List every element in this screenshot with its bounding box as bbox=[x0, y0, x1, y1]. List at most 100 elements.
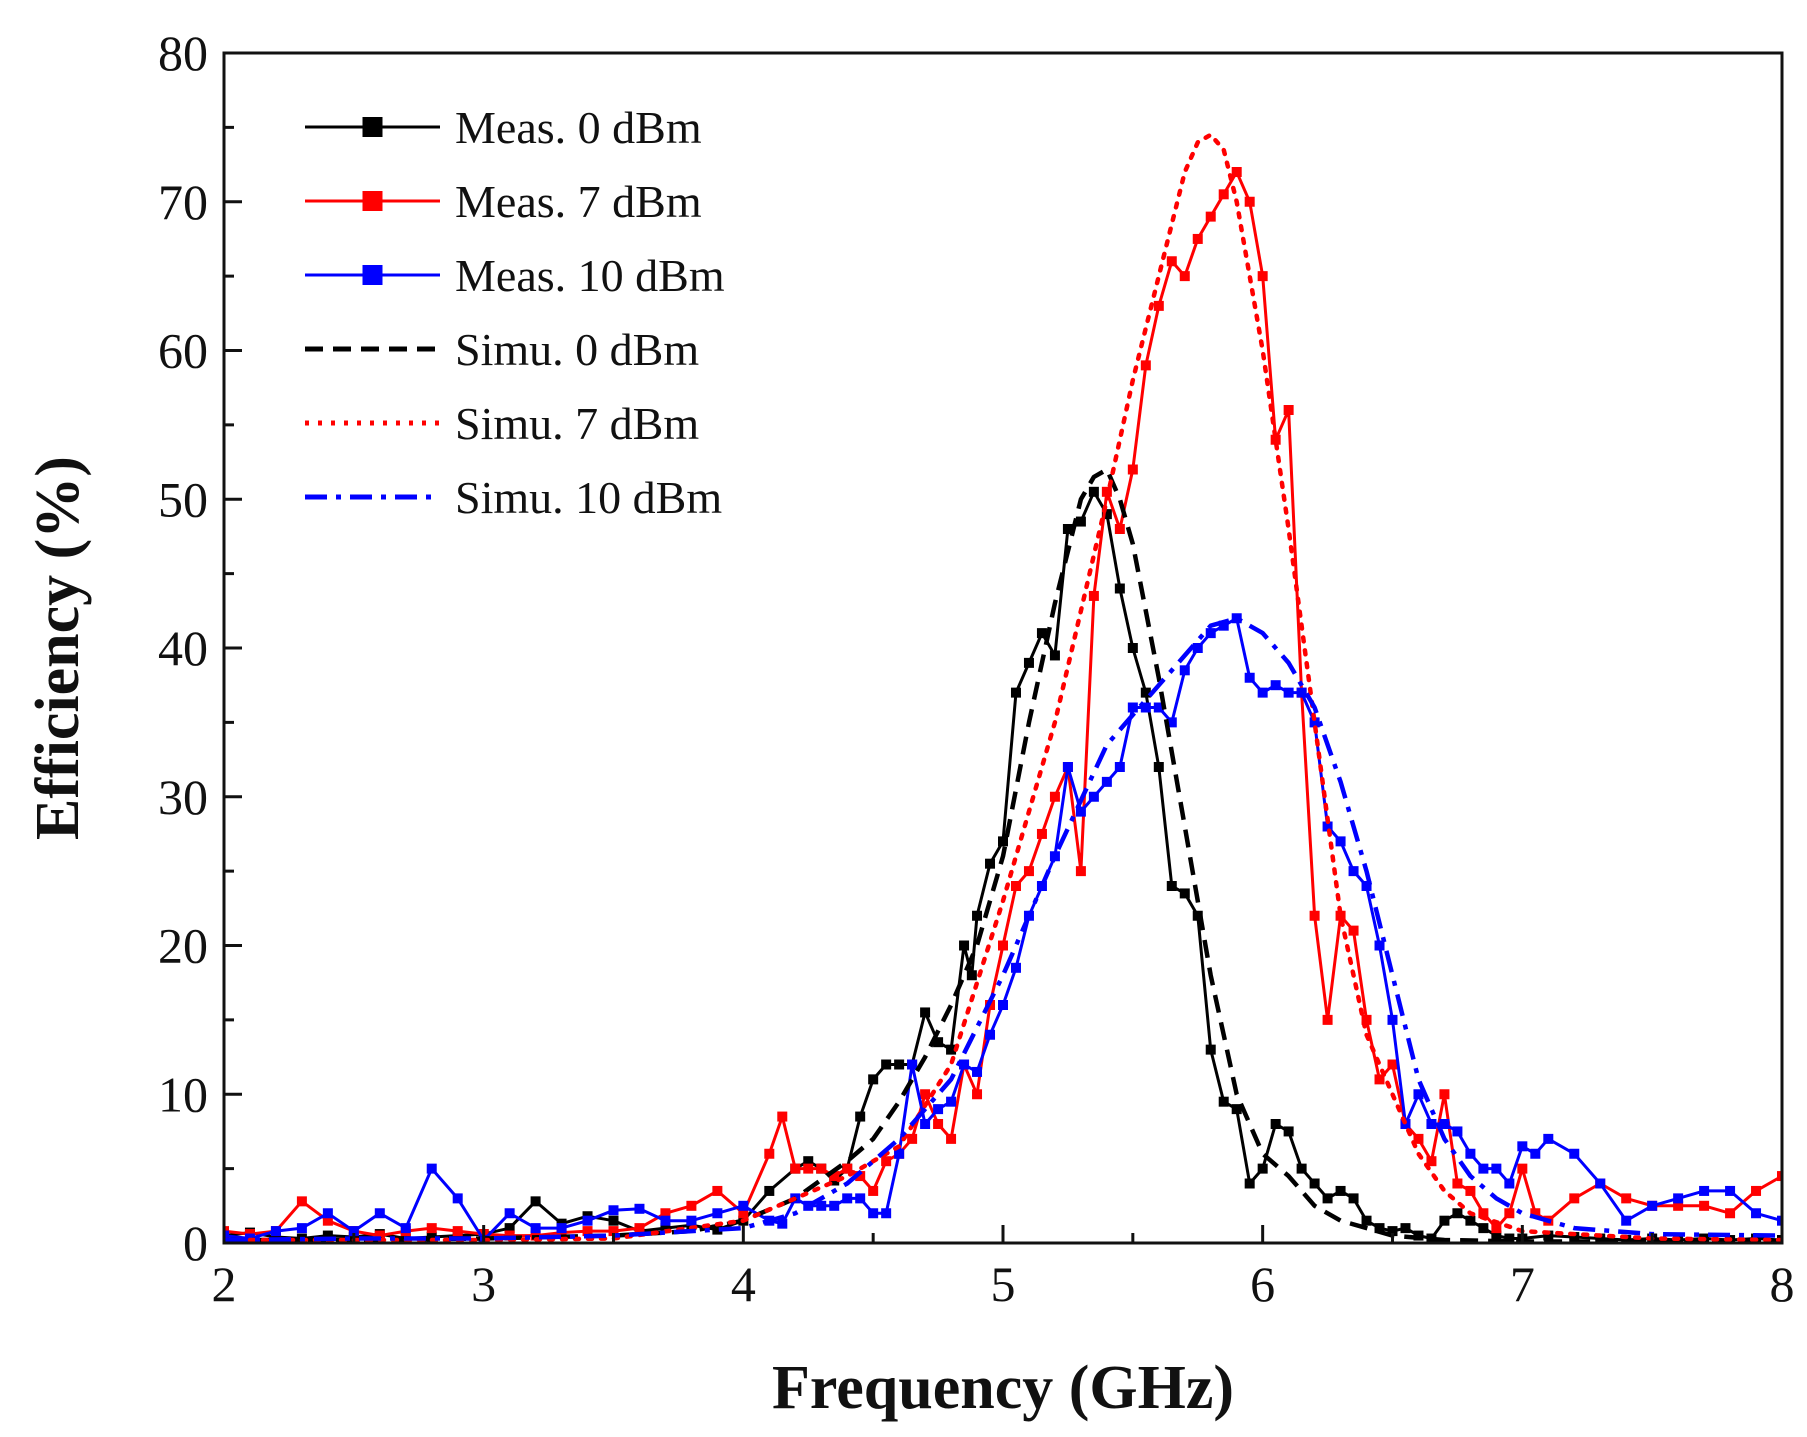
data-point bbox=[881, 1156, 892, 1167]
data-point bbox=[1426, 1119, 1437, 1129]
data-point bbox=[426, 1163, 437, 1174]
data-point bbox=[1543, 1133, 1554, 1144]
data-point bbox=[1387, 1014, 1398, 1025]
data-point bbox=[1348, 866, 1359, 877]
data-point bbox=[660, 1223, 671, 1234]
legend-label: Simu. 0 dBm bbox=[455, 324, 699, 375]
data-point bbox=[1309, 910, 1320, 921]
data-point bbox=[1361, 881, 1372, 891]
data-point bbox=[894, 1059, 905, 1070]
data-point bbox=[972, 1089, 983, 1100]
data-point bbox=[400, 1223, 411, 1234]
y-tick-label: 50 bbox=[158, 471, 208, 527]
data-point bbox=[933, 1119, 944, 1129]
data-point bbox=[920, 1007, 931, 1018]
data-point bbox=[1699, 1185, 1710, 1196]
data-point bbox=[1036, 628, 1047, 639]
legend-marker bbox=[362, 265, 383, 285]
data-point bbox=[1335, 1185, 1346, 1196]
plot-frame bbox=[222, 51, 1784, 1245]
data-point bbox=[1595, 1178, 1606, 1189]
data-point bbox=[920, 1089, 931, 1100]
data-point bbox=[504, 1208, 515, 1219]
data-point bbox=[504, 1230, 515, 1241]
x-tick-label: 4 bbox=[731, 1256, 756, 1312]
data-point bbox=[1465, 1148, 1476, 1159]
data-point bbox=[1023, 866, 1034, 877]
series-line bbox=[224, 616, 1782, 1243]
data-point bbox=[998, 1000, 1008, 1010]
data-point bbox=[1179, 888, 1190, 899]
data-point bbox=[1478, 1208, 1489, 1219]
data-point bbox=[582, 1215, 593, 1226]
data-point bbox=[686, 1200, 697, 1211]
data-point bbox=[1192, 233, 1203, 244]
x-tick-label: 8 bbox=[1770, 1256, 1795, 1312]
data-point bbox=[1283, 687, 1294, 698]
data-point bbox=[660, 1208, 671, 1219]
data-point bbox=[894, 1148, 905, 1159]
data-point bbox=[855, 1111, 866, 1122]
data-point bbox=[868, 1074, 879, 1085]
data-point bbox=[1309, 717, 1320, 728]
series-line bbox=[224, 467, 1782, 1243]
data-point bbox=[855, 1193, 866, 1204]
data-point bbox=[1166, 881, 1177, 891]
data-point bbox=[1621, 1193, 1632, 1204]
series-group bbox=[224, 613, 1782, 1243]
x-tick-label: 7 bbox=[1510, 1256, 1535, 1312]
series-line bbox=[224, 132, 1782, 1243]
legend-entry: Meas. 10 dBm bbox=[305, 250, 725, 301]
data-point bbox=[1283, 405, 1294, 415]
data-point bbox=[764, 1148, 775, 1159]
y-tick-label: 10 bbox=[158, 1066, 208, 1122]
data-point bbox=[1517, 1141, 1528, 1152]
data-point bbox=[1530, 1148, 1541, 1159]
data-point bbox=[946, 1096, 957, 1107]
data-point bbox=[1478, 1163, 1489, 1174]
y-axis-title: Efficiency (%) bbox=[24, 456, 92, 840]
data-point bbox=[1179, 665, 1190, 676]
data-point bbox=[1465, 1215, 1476, 1226]
data-point bbox=[1478, 1223, 1489, 1234]
data-point bbox=[660, 1215, 671, 1226]
data-point bbox=[1231, 1104, 1242, 1115]
data-point bbox=[855, 1171, 866, 1182]
data-point bbox=[933, 1037, 944, 1048]
legend-marker bbox=[362, 117, 383, 137]
data-point bbox=[1322, 821, 1333, 832]
data-point bbox=[985, 858, 996, 869]
data-point bbox=[1751, 1208, 1762, 1219]
data-point bbox=[530, 1223, 541, 1234]
data-point bbox=[1101, 509, 1112, 520]
data-point bbox=[374, 1208, 385, 1219]
data-point bbox=[1673, 1200, 1684, 1211]
data-point bbox=[1751, 1185, 1762, 1196]
data-point bbox=[296, 1223, 307, 1234]
data-point bbox=[1075, 516, 1086, 527]
data-point bbox=[322, 1208, 333, 1219]
series-group bbox=[224, 467, 1782, 1243]
data-point bbox=[1413, 1133, 1424, 1144]
data-point bbox=[1179, 271, 1190, 282]
data-point bbox=[1309, 1178, 1320, 1189]
data-point bbox=[1465, 1185, 1476, 1196]
legend-label: Meas. 0 dBm bbox=[455, 102, 702, 153]
data-point bbox=[1153, 300, 1164, 311]
legend-entry: Meas. 7 dBm bbox=[305, 176, 702, 227]
data-point bbox=[972, 1066, 983, 1077]
data-point bbox=[1062, 762, 1073, 772]
data-point bbox=[777, 1111, 788, 1122]
data-point bbox=[1140, 702, 1151, 713]
data-point bbox=[1426, 1233, 1437, 1243]
data-point bbox=[881, 1208, 892, 1219]
data-point bbox=[1010, 881, 1021, 891]
data-point bbox=[816, 1163, 827, 1174]
data-point bbox=[1270, 434, 1281, 445]
x-tick-label: 6 bbox=[1250, 1256, 1275, 1312]
data-point bbox=[1270, 1119, 1281, 1129]
data-point bbox=[1127, 464, 1138, 475]
data-point bbox=[1361, 1014, 1372, 1025]
